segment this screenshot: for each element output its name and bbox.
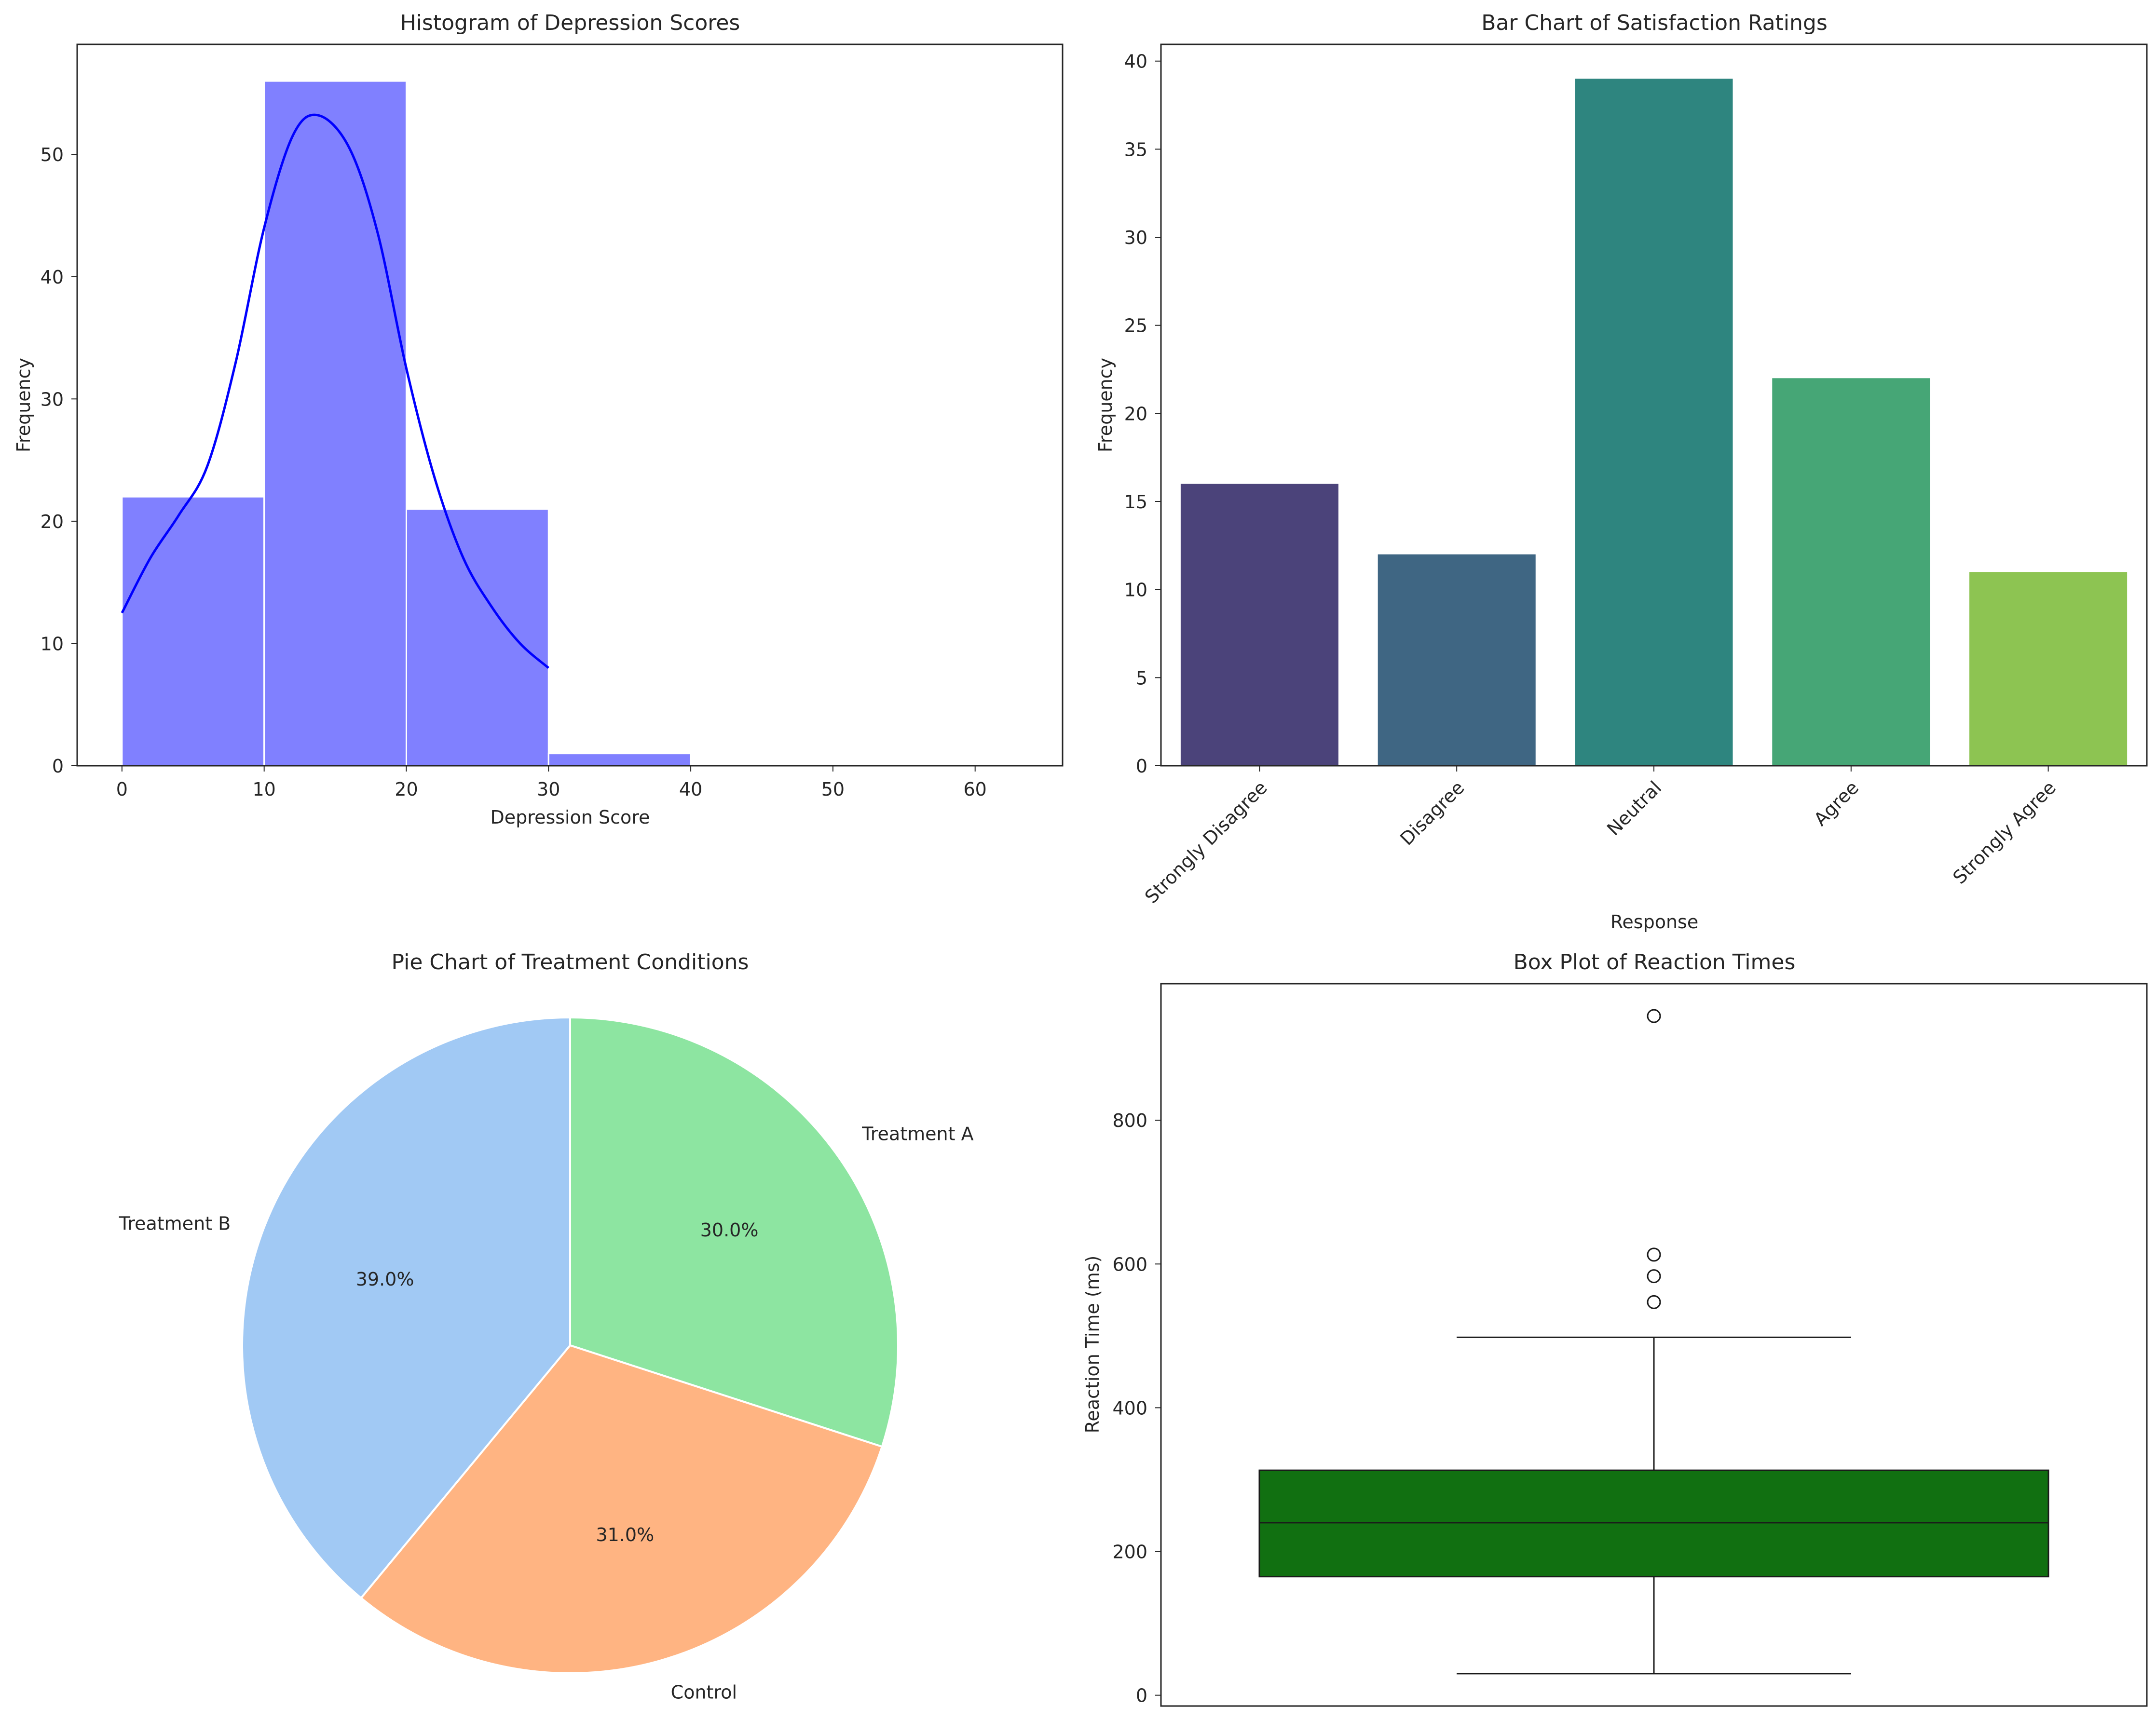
box-plot-title: Box Plot of Reaction Times: [1514, 950, 1796, 975]
pie-slice: [359, 1344, 884, 1674]
box-plot-y-label: Reaction Time (ms): [1082, 1256, 1103, 1434]
box-plot-outlier: [1647, 1269, 1661, 1284]
histogram-y-tick-label: 50: [41, 144, 64, 165]
histogram-x-label: Depression Score: [491, 807, 650, 828]
box-plot-y-ticks: 0 200 400 600 800: [1112, 1110, 1161, 1706]
histogram-x-tick-label: 40: [679, 779, 702, 800]
histogram-y-ticks: 0 10 20 30 40 50: [41, 144, 77, 777]
bar-chart-y-tick-label: 35: [1124, 139, 1147, 160]
histogram-x-tick-label: 60: [964, 779, 987, 800]
pie-slices: [241, 1016, 899, 1674]
histogram-kde-line: [121, 113, 549, 669]
histogram-x-tick-label: 10: [252, 779, 275, 800]
bar-chart-title: Bar Chart of Satisfaction Ratings: [1481, 11, 1828, 35]
bar-chart-y-tick-label: 40: [1124, 51, 1147, 72]
histogram-y-label: Frequency: [13, 358, 34, 452]
histogram-bar: [547, 753, 692, 767]
histogram-bar: [263, 80, 407, 767]
histogram-panel: Histogram of Depression Scores 0 10 20 30 40…: [13, 11, 1064, 828]
pie-percent-label: 31.0%: [596, 1524, 654, 1545]
bar-chart-y-ticks: 0 5 10 15 20 25 30 35 40: [1124, 51, 1161, 777]
histogram-x-tick-label: 20: [395, 779, 418, 800]
bar-chart-bar: [1378, 554, 1536, 766]
histogram-x-tick-label: 0: [116, 779, 128, 800]
bar-chart-y-tick-label: 5: [1136, 667, 1147, 689]
box-plot-y-tick-label: 400: [1112, 1397, 1147, 1419]
histogram-y-tick-label: 10: [41, 633, 64, 654]
pie-category-label: Treatment A: [861, 1123, 973, 1144]
bar-chart-bar: [1180, 484, 1338, 766]
histogram-x-ticks: 0 10 20 30 40 50 60: [116, 766, 987, 800]
histogram-y-tick-label: 40: [41, 267, 64, 288]
bar-chart-y-tick-label: 25: [1124, 315, 1147, 337]
box-plot-y-tick-label: 800: [1112, 1110, 1147, 1131]
pie-slice: [569, 1016, 899, 1448]
histogram-x-tick-label: 50: [821, 779, 845, 800]
box-plot-axes-frame: [1160, 983, 2148, 1707]
box-plot-outlier: [1647, 1295, 1661, 1309]
histogram-y-tick-label: 30: [41, 389, 64, 410]
histogram-bar: [405, 508, 549, 767]
pie-chart-title: Pie Chart of Treatment Conditions: [392, 950, 749, 975]
pie-chart-panel: Pie Chart of Treatment Conditions 30.0% T…: [119, 950, 974, 1703]
box-plot-outlier: [1647, 1247, 1661, 1262]
bar-chart-y-label: Frequency: [1095, 358, 1116, 452]
bar-chart-bar: [1575, 79, 1733, 766]
histogram-bars: [121, 80, 692, 767]
pie-category-label: Treatment B: [119, 1213, 231, 1234]
box-plot-y-tick-label: 200: [1112, 1542, 1147, 1563]
pie-category-label: Control: [671, 1681, 737, 1703]
box-plot-outlier: [1647, 1009, 1661, 1023]
bar-chart-y-tick-label: 15: [1124, 491, 1147, 513]
pie-percent-label: 39.0%: [356, 1269, 414, 1290]
bar-chart-y-tick-label: 20: [1124, 403, 1147, 424]
histogram-title: Histogram of Depression Scores: [400, 11, 740, 35]
bar-chart-bar: [1772, 378, 1930, 766]
histogram-y-tick-label: 0: [52, 756, 64, 777]
box-plot-y-tick-label: 600: [1112, 1254, 1147, 1275]
histogram-x-tick-label: 30: [537, 779, 560, 800]
pie-labels: 30.0% Treatment A 31.0% Control 39.0% Treatme…: [119, 1123, 974, 1703]
bar-chart-y-tick-label: 30: [1124, 227, 1147, 248]
histogram-y-tick-label: 20: [41, 511, 64, 532]
bar-chart-bars: [1180, 79, 2128, 766]
pie-slice: [241, 1016, 571, 1599]
box-plot-panel: Box Plot of Reaction Times 0 200 400 600 800…: [1082, 950, 2148, 1707]
bar-chart-y-tick-label: 10: [1124, 580, 1147, 601]
bar-chart-x-label: Response: [1610, 911, 1699, 933]
box-plot-y-tick-label: 0: [1136, 1685, 1147, 1706]
bar-chart-y-tick-label: 0: [1136, 756, 1147, 777]
pie-percent-label: 30.0%: [700, 1219, 759, 1241]
box-plot-elements: [1258, 1009, 2049, 1675]
histogram-bar: [121, 496, 265, 767]
histogram-axes-frame: [76, 43, 1064, 767]
bar-chart-bar: [1969, 572, 2128, 766]
